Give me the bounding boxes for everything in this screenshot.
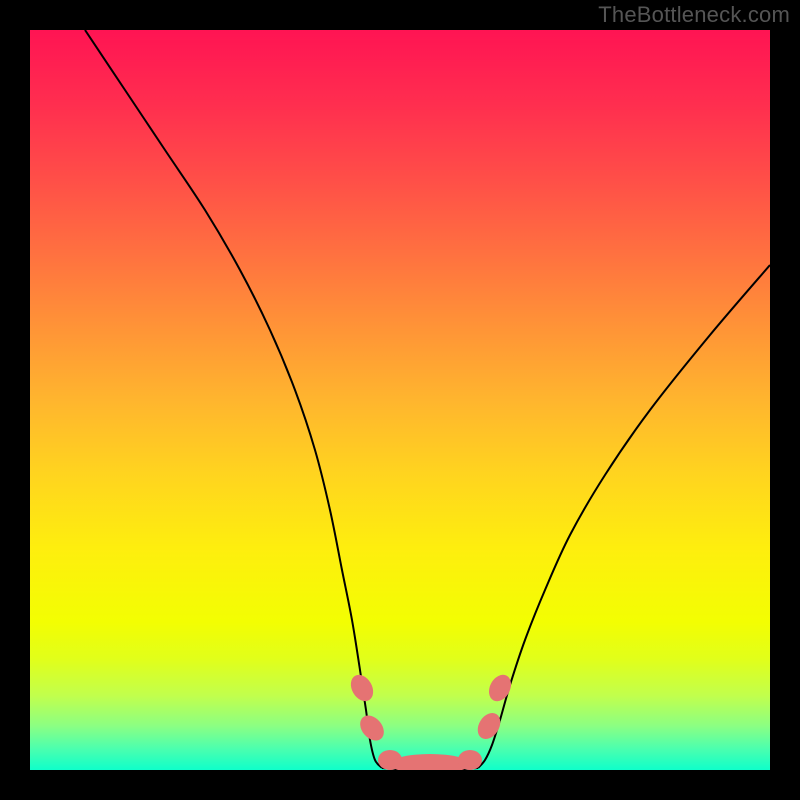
watermark-text: TheBottleneck.com (598, 2, 790, 28)
chart-background (30, 30, 770, 770)
bottleneck-chart (30, 30, 770, 770)
marker-4 (458, 750, 482, 770)
